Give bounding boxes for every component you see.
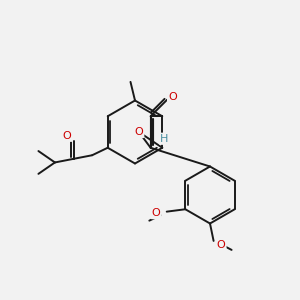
Text: O: O [168,92,177,102]
Text: O: O [152,208,161,218]
Text: O: O [134,127,143,137]
Text: H: H [160,134,169,144]
Text: O: O [62,131,71,141]
Text: O: O [217,239,226,250]
